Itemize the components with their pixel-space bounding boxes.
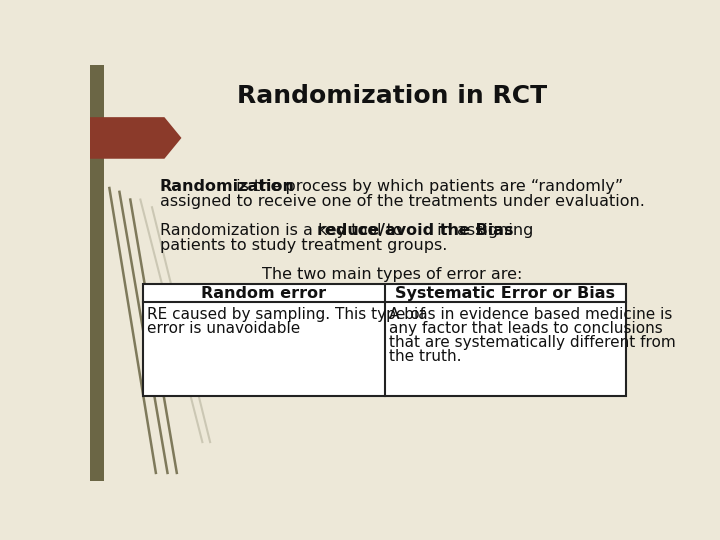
Bar <box>143 284 626 396</box>
Text: patients to study treatment groups.: patients to study treatment groups. <box>160 238 447 253</box>
Text: Systematic Error or Bias: Systematic Error or Bias <box>395 286 616 301</box>
Text: Randomization in RCT: Randomization in RCT <box>237 84 547 107</box>
Text: reduce/avoid the Bias: reduce/avoid the Bias <box>317 222 513 238</box>
Text: is the process by which patients are “randomly”: is the process by which patients are “ra… <box>231 179 623 194</box>
Text: Randomization is a key tool to: Randomization is a key tool to <box>160 222 408 238</box>
Text: the truth.: the truth. <box>389 349 462 364</box>
Text: The two main types of error are:: The two main types of error are: <box>262 267 523 281</box>
Bar <box>143 284 626 396</box>
Text: assigned to receive one of the treatments under evaluation.: assigned to receive one of the treatment… <box>160 194 644 209</box>
Text: error is unavoidable: error is unavoidable <box>148 321 301 336</box>
Text: any factor that leads to conclusions: any factor that leads to conclusions <box>389 321 663 336</box>
Bar <box>90 65 104 481</box>
Text: Randomization: Randomization <box>160 179 294 194</box>
Text: that are systematically different from: that are systematically different from <box>389 335 676 350</box>
Text: Random error: Random error <box>201 286 326 301</box>
Text: in assigning: in assigning <box>432 222 534 238</box>
Text: A bias in evidence based medicine is: A bias in evidence based medicine is <box>389 307 672 322</box>
Text: RE caused by sampling. This type of: RE caused by sampling. This type of <box>148 307 426 322</box>
Polygon shape <box>90 117 181 159</box>
